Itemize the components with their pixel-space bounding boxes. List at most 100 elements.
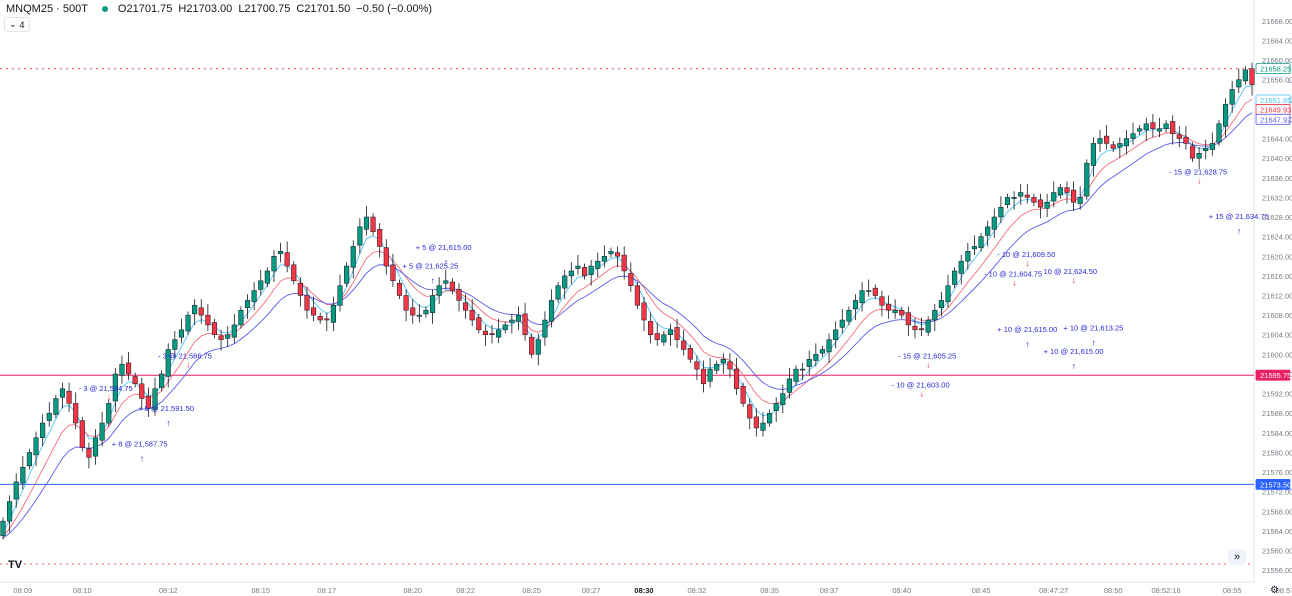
candle[interactable] — [284, 241, 290, 273]
candle[interactable] — [357, 218, 363, 254]
candle[interactable] — [1097, 129, 1103, 153]
candle[interactable] — [542, 311, 548, 346]
candle[interactable] — [443, 269, 449, 290]
candle[interactable] — [819, 345, 826, 357]
candle[interactable] — [1117, 137, 1123, 159]
candle[interactable] — [271, 250, 277, 283]
candle[interactable] — [258, 269, 264, 296]
order-label[interactable]: - 10 @ 21,609.50 — [997, 250, 1055, 259]
candle[interactable] — [733, 358, 740, 395]
candle[interactable] — [608, 247, 614, 258]
candle[interactable] — [1137, 125, 1143, 135]
candle[interactable] — [952, 267, 958, 289]
candle[interactable] — [159, 370, 165, 392]
candle[interactable] — [978, 232, 984, 252]
candle[interactable] — [938, 291, 944, 317]
candle[interactable] — [965, 242, 971, 270]
candle[interactable] — [753, 408, 759, 437]
order-label[interactable]: - 15 @ 21,644.50 — [1288, 78, 1292, 87]
candle[interactable] — [522, 302, 528, 341]
candle[interactable] — [1176, 126, 1182, 148]
candle[interactable] — [244, 294, 251, 319]
candle[interactable] — [0, 517, 6, 540]
candle[interactable] — [991, 208, 997, 238]
candle[interactable] — [496, 318, 502, 344]
candle[interactable] — [661, 331, 667, 346]
candle[interactable] — [700, 360, 707, 393]
candle[interactable] — [383, 239, 389, 275]
candle[interactable] — [575, 255, 581, 275]
candle[interactable] — [641, 296, 647, 332]
candle[interactable] — [125, 351, 132, 381]
candle[interactable] — [205, 304, 211, 332]
candle[interactable] — [767, 409, 773, 427]
candle[interactable] — [231, 313, 237, 344]
order-label[interactable]: - 15 @ 21,605.25 — [898, 351, 956, 360]
candle[interactable] — [1011, 191, 1017, 210]
candle[interactable] — [344, 262, 350, 287]
candle[interactable] — [429, 289, 436, 324]
candle[interactable] — [1183, 126, 1189, 150]
candle[interactable] — [1031, 193, 1037, 206]
candle[interactable] — [304, 286, 310, 319]
candle[interactable] — [277, 242, 284, 263]
indicators-collapse-button[interactable]: ⌄ 4 — [4, 17, 30, 32]
candle[interactable] — [535, 333, 541, 366]
candle[interactable] — [568, 262, 574, 285]
candle[interactable] — [839, 308, 845, 334]
candle[interactable] — [872, 284, 878, 300]
candle[interactable] — [13, 473, 19, 508]
candle[interactable] — [502, 321, 508, 334]
candle[interactable] — [172, 331, 178, 359]
candle[interactable] — [1223, 98, 1229, 138]
candle[interactable] — [833, 321, 839, 349]
order-label[interactable]: - 10 @ 21,603.00 — [892, 381, 950, 390]
candle[interactable] — [846, 306, 852, 325]
candle[interactable] — [1044, 193, 1050, 218]
candle[interactable] — [1051, 181, 1057, 208]
candle[interactable] — [813, 343, 819, 367]
candle[interactable] — [806, 350, 812, 376]
candle[interactable] — [1104, 125, 1110, 150]
candle[interactable] — [192, 299, 198, 325]
candle[interactable] — [1084, 159, 1090, 200]
candle[interactable] — [919, 317, 925, 336]
candle[interactable] — [40, 414, 46, 447]
order-label[interactable]: + 10 @ 21,615.00 — [1044, 347, 1104, 356]
settings-gear-icon[interactable]: ⚙ — [1270, 585, 1279, 596]
candle[interactable] — [99, 411, 105, 447]
candle[interactable] — [1242, 66, 1248, 85]
candle[interactable] — [674, 318, 680, 349]
candle[interactable] — [925, 316, 931, 336]
order-label[interactable]: - 3 @ 21,586.75 — [158, 351, 212, 360]
candle[interactable] — [1077, 186, 1083, 210]
candle[interactable] — [416, 304, 422, 323]
candle[interactable] — [377, 223, 383, 258]
candle[interactable] — [469, 299, 475, 327]
candle[interactable] — [1196, 147, 1202, 170]
candle[interactable] — [1018, 183, 1024, 205]
candle[interactable] — [621, 246, 627, 280]
candle[interactable] — [945, 274, 951, 308]
candle[interactable] — [396, 279, 403, 300]
candle[interactable] — [852, 294, 859, 321]
candle[interactable] — [1037, 193, 1044, 219]
candle[interactable] — [198, 299, 204, 324]
candle[interactable] — [1057, 183, 1063, 199]
candle[interactable] — [1170, 115, 1176, 145]
candle[interactable] — [509, 313, 515, 334]
candle[interactable] — [337, 274, 343, 312]
candle[interactable] — [648, 312, 654, 344]
candle[interactable] — [581, 263, 588, 280]
candle[interactable] — [238, 306, 244, 329]
candle[interactable] — [476, 313, 482, 334]
candle[interactable] — [773, 397, 779, 422]
candle[interactable] — [615, 246, 621, 268]
candle[interactable] — [390, 253, 396, 287]
candle[interactable] — [866, 279, 872, 297]
candle[interactable] — [1090, 137, 1096, 177]
candle[interactable] — [859, 282, 865, 312]
candle[interactable] — [152, 377, 158, 416]
candle[interactable] — [7, 495, 13, 533]
candle[interactable] — [667, 323, 674, 346]
